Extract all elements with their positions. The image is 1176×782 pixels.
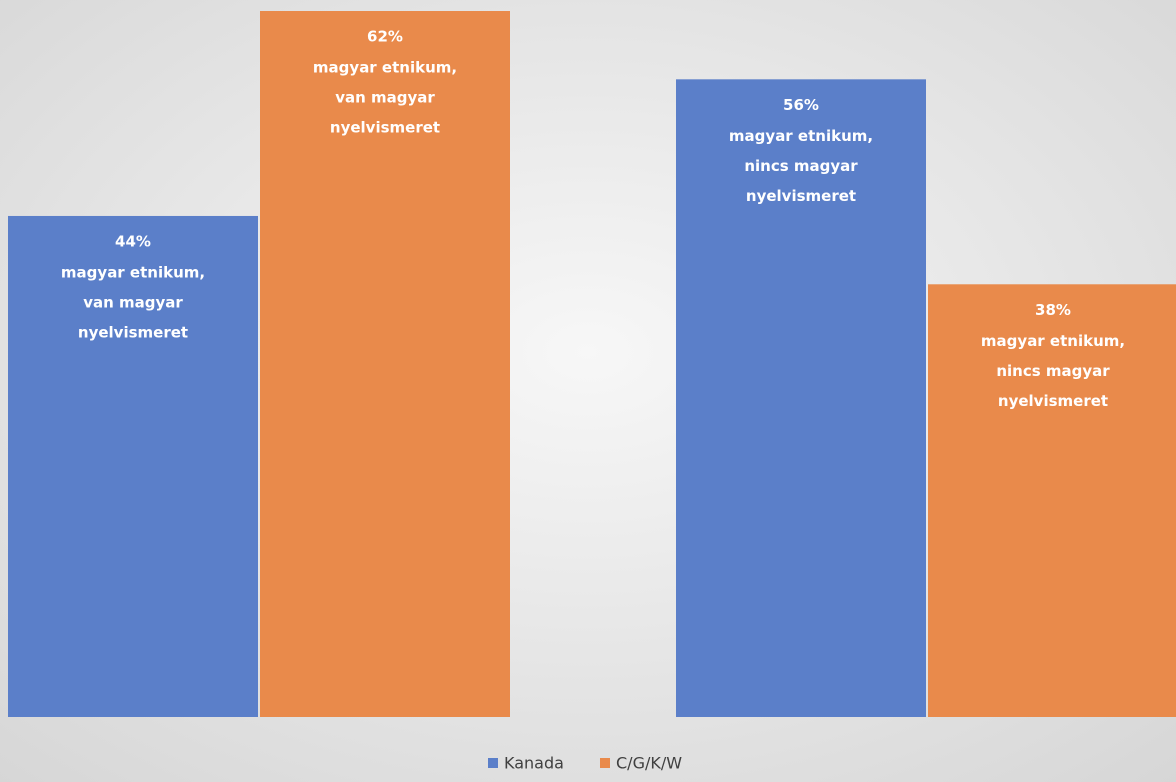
data-label-text: magyar etnikum,: [61, 263, 205, 281]
data-label-text: nyelvismeret: [330, 119, 440, 137]
data-label-text: nyelvismeret: [998, 392, 1108, 410]
data-label-text: van magyar: [335, 89, 435, 107]
data-label: 56%: [783, 96, 819, 114]
legend-label: Kanada: [504, 754, 564, 773]
data-label: 44%: [115, 232, 151, 250]
data-label-text: magyar etnikum,: [313, 59, 457, 77]
data-label-text: nyelvismeret: [78, 323, 188, 341]
bar: [8, 215, 258, 717]
bar: [260, 11, 510, 717]
legend-label: C/G/K/W: [616, 754, 682, 773]
legend-swatch: [600, 758, 610, 768]
data-label: 62%: [367, 28, 403, 46]
data-label-text: magyar etnikum,: [729, 127, 873, 145]
data-label-text: magyar etnikum,: [981, 332, 1125, 350]
bar: [676, 79, 926, 718]
data-label-text: nyelvismeret: [746, 187, 856, 205]
legend-swatch: [488, 758, 498, 768]
data-label-text: nincs magyar: [744, 157, 858, 175]
data-label: 38%: [1035, 301, 1071, 319]
data-label-text: van magyar: [83, 293, 183, 311]
bar: [928, 284, 1176, 717]
data-label-text: nincs magyar: [996, 362, 1110, 380]
